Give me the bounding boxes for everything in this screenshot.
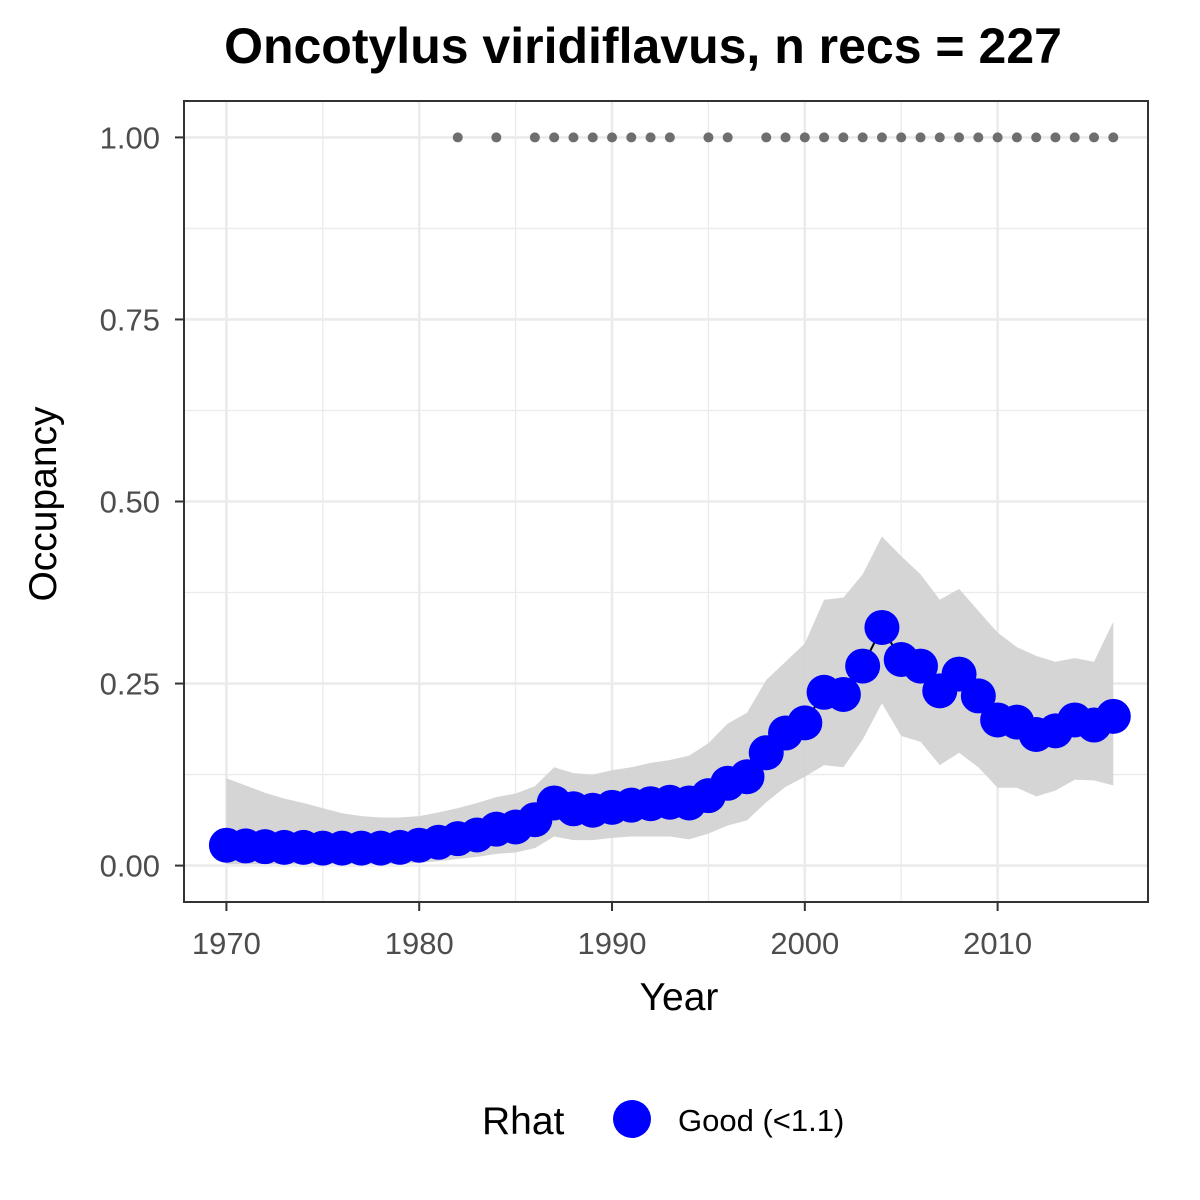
record-dot [954, 132, 965, 143]
y-tick-label: 0.75 [100, 302, 160, 337]
occupancy-point [845, 648, 881, 684]
legend-swatch-good [613, 1100, 651, 1138]
legend-label-good: Good (<1.1) [678, 1103, 844, 1138]
chart-title: Oncotylus viridiflavus, n recs = 227 [224, 18, 1062, 74]
occupancy-point [960, 678, 996, 714]
legend-title: Rhat [482, 1100, 565, 1143]
occupancy-point [787, 705, 823, 741]
record-dot [1089, 132, 1100, 143]
occupancy-point [1095, 698, 1131, 734]
y-axis: 0.00 0.25 0.50 0.75 1.00 [100, 120, 184, 884]
record-dot [587, 132, 598, 143]
record-dot [780, 132, 791, 143]
y-tick-label: 0.00 [100, 849, 160, 884]
x-tick-label: 1970 [192, 926, 261, 961]
x-axis: 1970 1980 1990 2000 2010 [192, 902, 1032, 961]
record-dot [664, 132, 675, 143]
record-dot [626, 132, 637, 143]
record-dot [491, 132, 502, 143]
record-dot [992, 132, 1003, 143]
record-dot [1069, 132, 1080, 143]
record-dot [973, 132, 984, 143]
record-dot [549, 132, 560, 143]
occupancy-points [208, 609, 1131, 866]
record-dot [529, 132, 540, 143]
record-dot [1011, 132, 1022, 143]
record-dot [1031, 132, 1042, 143]
x-tick-label: 2010 [963, 926, 1032, 961]
x-tick-label: 2000 [770, 926, 839, 961]
occupancy-point [729, 759, 765, 795]
y-tick-label: 0.50 [100, 485, 160, 520]
record-dot [607, 132, 618, 143]
record-dot [568, 132, 579, 143]
record-dot [799, 132, 810, 143]
record-dot [896, 132, 907, 143]
record-dot [915, 132, 926, 143]
record-markers [452, 132, 1119, 143]
record-dot [645, 132, 656, 143]
occupancy-point [902, 648, 938, 684]
x-tick-label: 1980 [385, 926, 454, 961]
record-dot [857, 132, 868, 143]
occupancy-point [825, 676, 861, 712]
record-dot [876, 132, 887, 143]
major-gridlines [184, 101, 1148, 902]
record-dot [934, 132, 945, 143]
y-axis-title: Occupancy [22, 406, 65, 602]
record-dot [1050, 132, 1061, 143]
record-dot [819, 132, 830, 143]
y-tick-label: 0.25 [100, 667, 160, 702]
record-dot [1108, 132, 1119, 143]
x-tick-label: 1990 [578, 926, 647, 961]
record-dot [452, 132, 463, 143]
legend: Rhat Good (<1.1) [482, 1100, 844, 1143]
x-axis-title: Year [640, 976, 719, 1019]
y-tick-label: 1.00 [100, 120, 160, 155]
record-dot [722, 132, 733, 143]
record-dot [761, 132, 772, 143]
occupancy-point [864, 609, 900, 645]
record-dot [838, 132, 849, 143]
record-dot [703, 132, 714, 143]
